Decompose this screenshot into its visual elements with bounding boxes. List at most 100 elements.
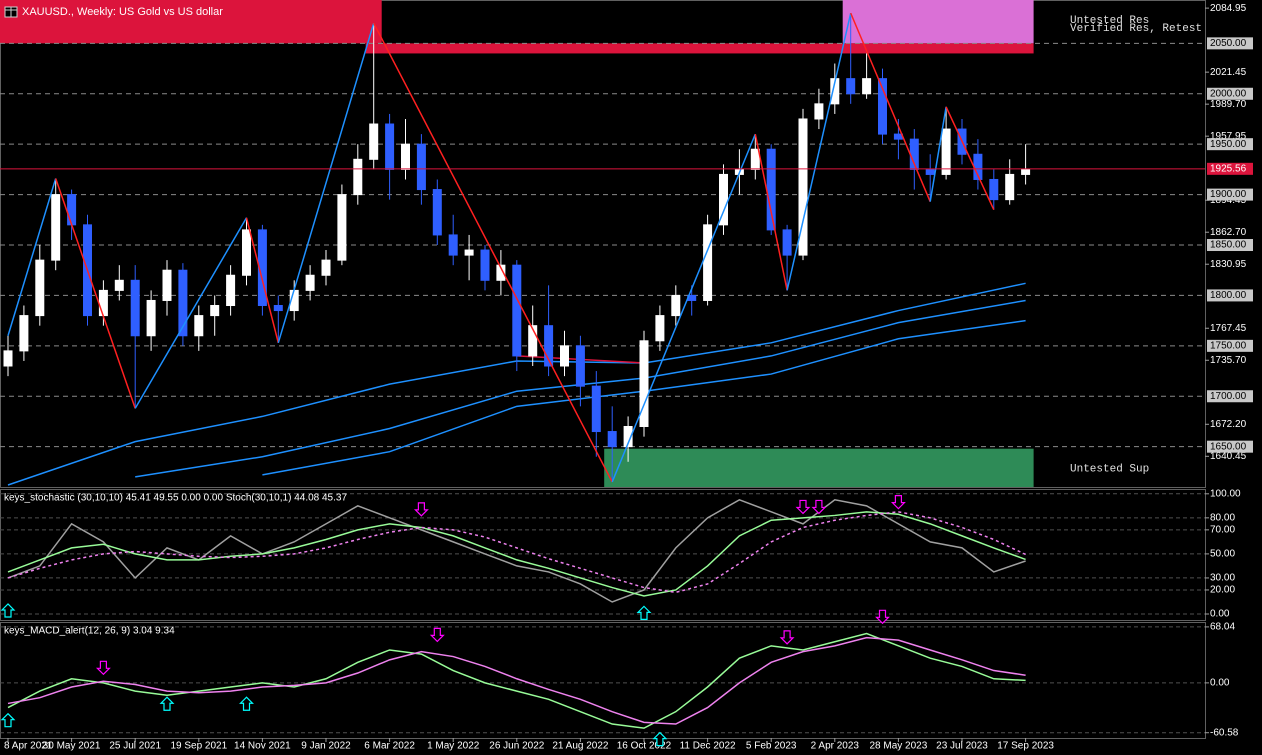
candle-body [432,189,442,236]
level-label: 1750.00 [1210,340,1247,351]
candle-body [544,325,554,367]
candle-body [989,178,999,201]
x-tick-label: 19 Sep 2021 [170,741,227,752]
y-tick-label: -60.58 [1210,727,1239,738]
candle-body [130,279,140,337]
candle-body [178,269,188,337]
y-tick-label: 1672.20 [1210,419,1247,430]
candle-body [35,259,45,317]
y-tick-label: 50.00 [1210,549,1235,560]
candle-body [639,340,649,428]
candle-body [1021,168,1031,175]
candle-body [560,345,569,367]
symbol-icon [4,6,18,18]
candle-body [448,234,458,256]
level-label-box [1207,37,1253,50]
y-tick-label: 0.00 [1210,678,1230,689]
zigzag-segment [945,106,995,211]
zone [0,0,382,44]
current-price-label: 1925.56 [1210,163,1247,174]
candle-body [98,289,108,317]
candle-body [3,350,13,367]
candle-body [623,426,633,448]
candle-body [1005,173,1015,201]
y-tick-label: 1989.70 [1210,99,1247,110]
candle-body [862,78,872,95]
candle-body [607,431,617,448]
x-tick-label: 11 Dec 2022 [680,741,736,752]
candle-body [114,279,124,291]
candle-body [464,249,474,256]
stoch-title: keys_stochastic (30,10,10) 45.41 49.55 0… [4,493,347,504]
level-label-box [1207,87,1253,100]
candle-body [353,158,363,196]
series-line [7,511,1026,594]
candle-body [719,173,728,226]
level-label: 1700.00 [1210,391,1247,402]
level-label-box [1207,138,1253,151]
candle-body [337,194,347,261]
signal-up-arrow [636,605,652,620]
signal-down-arrow [875,609,890,625]
candle-body [671,294,681,317]
series-line [7,632,1026,729]
x-tick-label: 2 Apr 2023 [811,741,860,752]
candle-body [194,315,204,337]
candle-body [242,229,251,276]
candle-body [162,269,172,301]
signal-down-arrow [413,502,429,517]
current-price-box [1207,162,1253,175]
x-tick-label: 26 Jun 2022 [489,741,544,752]
stoch-panel-frame [0,489,1206,621]
y-tick-label: 1957.95 [1210,131,1247,142]
zone [604,448,1034,487]
zigzag-segment [277,22,375,344]
candle-body [19,315,29,352]
y-tick-label: 80.00 [1210,512,1235,523]
y-tick-label: 1830.95 [1210,259,1247,270]
zone [365,43,1034,54]
y-tick-label: 1862.70 [1210,227,1247,238]
candle-body [941,128,951,175]
level-label-box [1207,239,1253,252]
series-line [7,636,1026,725]
signal-up-arrow [0,603,16,618]
zone-label: Untested Res [1070,15,1149,27]
zone-label: Verified Res, Retest [1070,23,1202,35]
candle-body [655,315,665,342]
candle-body [210,305,220,317]
x-tick-label: 14 Nov 2021 [234,741,291,752]
level-label: 1650.00 [1210,441,1247,452]
signal-up-arrow [159,696,175,711]
zigzag-segment [929,106,947,202]
candle-body [814,103,824,120]
x-tick-label: 25 Jul 2021 [109,741,161,752]
signal-up-arrow [652,731,668,747]
level-label: 1950.00 [1210,139,1247,150]
candle-body [591,385,601,433]
x-tick-label: 28 May 2023 [869,741,927,752]
candle-body [480,249,490,281]
level-label: 1800.00 [1210,290,1247,301]
level-label: 2000.00 [1210,88,1247,99]
y-tick-label: 2084.95 [1210,3,1247,14]
candle-body [575,345,585,387]
candle-body [305,274,315,291]
candle-body [385,123,395,170]
candle-body [846,78,856,95]
candle-body [750,148,760,170]
main-panel-frame [0,0,1206,488]
candle-body [925,168,935,175]
signal-down-arrow [795,499,811,515]
x-tick-label: 8 Apr 2021 [4,741,53,752]
series-line [7,511,1026,597]
zigzag-segment [134,217,248,409]
candle-body [51,194,61,261]
signal-down-arrow [95,660,111,676]
candle-body [782,229,792,256]
zone-label: Untested Sup [1070,464,1149,476]
zigzag-segment [786,12,852,291]
macd-panel-frame [0,622,1206,739]
zigzag-segment [7,178,57,336]
